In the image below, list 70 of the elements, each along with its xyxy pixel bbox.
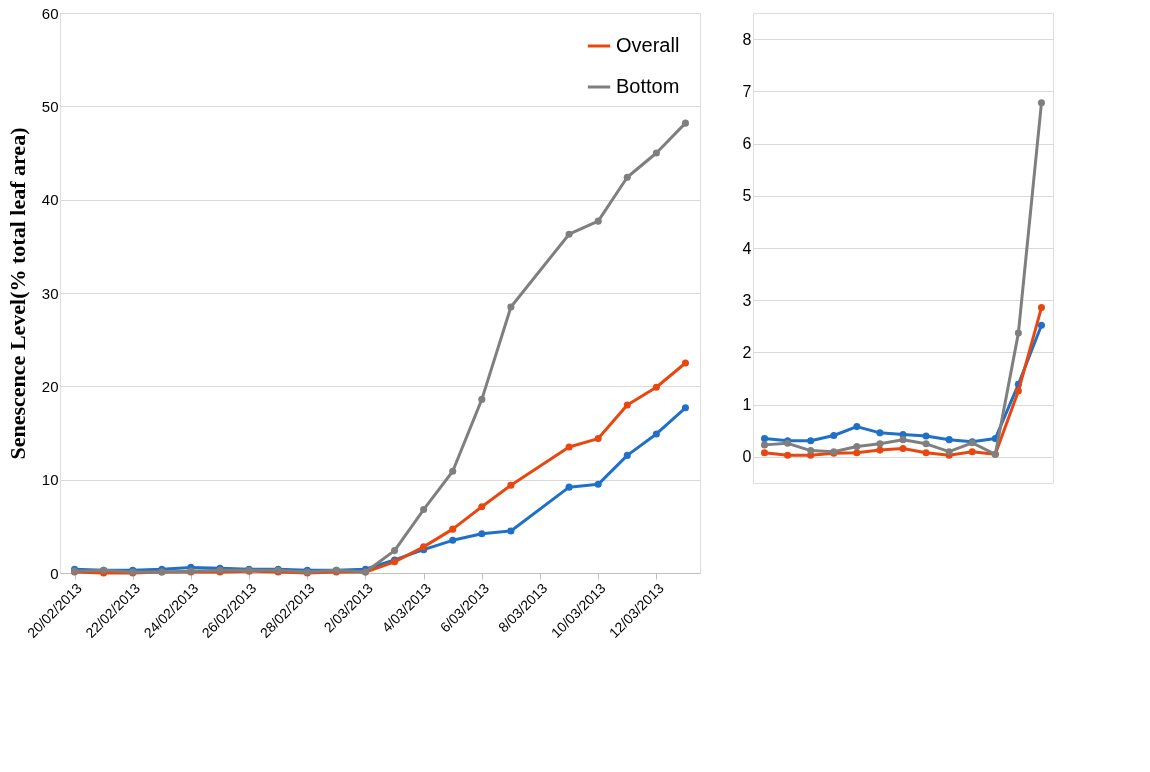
y-tick-label: 0 <box>742 448 752 466</box>
y-tick-label: 4 <box>742 239 752 257</box>
point <box>784 451 792 459</box>
point <box>681 404 689 412</box>
point <box>853 423 861 431</box>
y-tick-label: 6 <box>742 135 752 153</box>
point <box>807 437 815 445</box>
point <box>652 149 660 157</box>
y-tick-label: 40 <box>41 191 59 209</box>
point <box>449 525 457 533</box>
y-tick-label: 20 <box>41 377 59 395</box>
point <box>1037 321 1045 329</box>
point <box>922 440 930 448</box>
point <box>876 446 884 454</box>
y-axis-title: Senescence Level(% total leaf area) <box>4 127 30 460</box>
point <box>1014 329 1022 337</box>
point <box>507 527 515 535</box>
point <box>449 467 457 475</box>
point <box>478 395 486 403</box>
point <box>565 230 573 238</box>
point <box>945 436 953 444</box>
point <box>594 217 602 225</box>
y-tick-label: 10 <box>41 471 59 489</box>
point <box>1037 99 1045 107</box>
y-tick-label: 5 <box>742 187 752 205</box>
point <box>391 547 399 555</box>
point <box>623 173 631 181</box>
point <box>449 536 457 544</box>
y-tick-label: 1 <box>742 396 752 414</box>
point <box>761 449 769 457</box>
point <box>565 443 573 451</box>
point <box>922 432 930 440</box>
point <box>623 401 631 409</box>
point <box>853 442 861 450</box>
point <box>681 119 689 127</box>
point <box>681 359 689 367</box>
point <box>922 449 930 457</box>
point <box>420 506 428 514</box>
y-tick-label: 2 <box>742 343 752 361</box>
point <box>652 430 660 438</box>
point <box>1037 304 1045 312</box>
point <box>830 431 838 440</box>
point <box>478 530 486 538</box>
point <box>968 448 976 456</box>
point <box>507 303 515 311</box>
point <box>594 480 602 488</box>
point <box>899 445 907 453</box>
point <box>478 503 486 511</box>
point <box>594 435 602 443</box>
legend-label: Bottom <box>616 75 680 97</box>
point <box>761 435 769 443</box>
point <box>876 429 884 437</box>
point <box>623 451 631 459</box>
y-tick-label: 7 <box>742 82 752 100</box>
point <box>876 440 884 448</box>
legend-label: Overall <box>616 34 680 56</box>
y-tick-label: 30 <box>41 284 59 302</box>
point <box>1014 387 1022 395</box>
y-tick-label: 8 <box>742 30 752 48</box>
point <box>807 447 815 455</box>
y-tick-label: 0 <box>50 564 59 582</box>
y-tick-label: 60 <box>41 4 59 22</box>
point <box>565 483 573 491</box>
point <box>899 436 907 444</box>
point <box>507 481 515 489</box>
point <box>853 449 861 457</box>
y-tick-label: 3 <box>742 291 752 309</box>
point <box>652 383 660 391</box>
y-tick-label: 50 <box>41 97 59 115</box>
point <box>761 441 769 449</box>
